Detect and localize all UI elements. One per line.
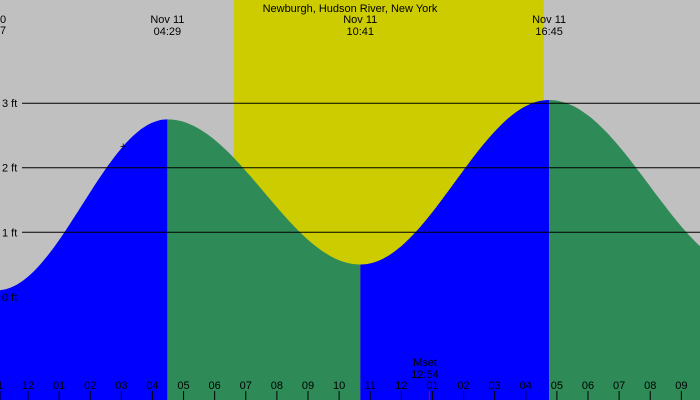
y-tick-labels: 0 ft 1 ft 2 ft 3 ft: [2, 98, 17, 304]
extreme-time-label: 16:45: [535, 26, 563, 38]
extreme-date-label: Nov 11: [532, 14, 566, 26]
x-tick-label: 07: [240, 380, 252, 392]
x-axis: 1 12 01 02 03 04 05 06 07 08 09 10 11 12 01 02 03 04 05 06 0…: [0, 380, 687, 400]
x-tick-label: 05: [177, 380, 189, 392]
gridlines: [22, 102, 700, 233]
y-tick-label: 1 ft: [2, 227, 17, 239]
extreme-date-label: Nov 11: [150, 14, 184, 26]
edge-label-top: 0: [0, 14, 6, 26]
x-tick-label: 06: [209, 380, 221, 392]
moonset-time: 12:54: [411, 369, 439, 381]
x-tick-label: 03: [489, 380, 501, 392]
x-tick-label: 08: [644, 380, 656, 392]
x-tick-label: 03: [115, 380, 127, 392]
rising-tide-area: [0, 119, 168, 400]
x-tick-label: 11: [365, 380, 376, 392]
x-tick-label: 02: [84, 380, 96, 392]
x-tick-label: 01: [53, 380, 65, 392]
y-tick-label: 2 ft: [2, 163, 17, 175]
moonset-label: Mset: [413, 357, 437, 369]
extreme-time-label: 10:41: [347, 26, 375, 38]
x-tick-label: 12: [395, 380, 407, 392]
x-tick-label: 10: [333, 380, 345, 392]
x-tick-label: 02: [457, 380, 469, 392]
tide-areas: [0, 100, 700, 400]
falling-tide-area: [167, 119, 361, 400]
x-tick-label: 06: [582, 380, 594, 392]
x-tick-label: 04: [146, 380, 158, 392]
extreme-date-label: Nov 11: [343, 14, 377, 26]
edge-label-bottom: 7: [0, 25, 6, 37]
x-tick-label: 01: [426, 380, 438, 392]
x-tick-label: 09: [675, 380, 687, 392]
x-tick-label: 09: [302, 380, 314, 392]
x-tick-label: 08: [271, 380, 283, 392]
x-tick-label: 12: [22, 380, 34, 392]
rising-tide-area: [360, 100, 550, 400]
y-tick-label: 0 ft: [2, 292, 17, 304]
x-tick-label: 05: [551, 380, 563, 392]
x-tick-label: 1: [0, 380, 3, 392]
chart-title: Newburgh, Hudson River, New York: [263, 3, 438, 15]
x-tick-label: 07: [613, 380, 625, 392]
plus-marker: +: [120, 141, 126, 153]
extreme-time-label: 04:29: [154, 26, 182, 38]
falling-tide-area: [549, 100, 700, 400]
y-tick-label: 3 ft: [2, 98, 17, 110]
x-tick-label: 04: [520, 380, 532, 392]
